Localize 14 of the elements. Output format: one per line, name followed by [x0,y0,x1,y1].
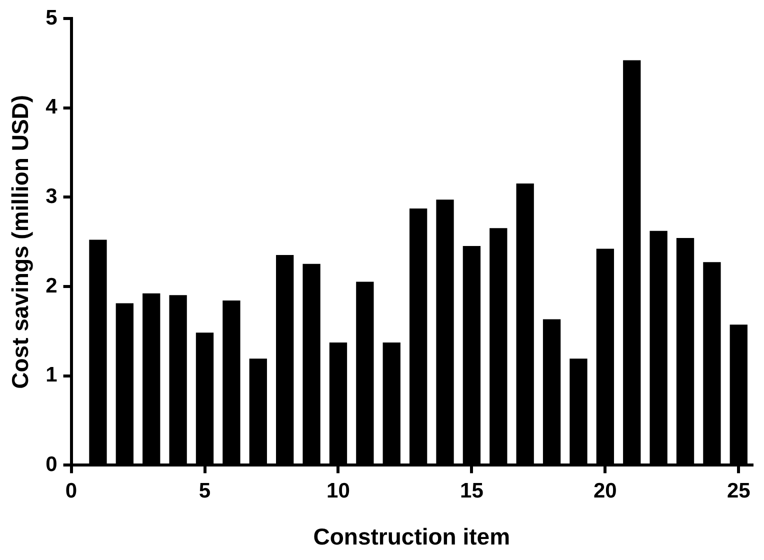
x-tick-label: 5 [198,480,211,503]
y-tick-label: 3 [46,185,58,208]
y-tick-label: 0 [46,452,58,476]
y-tick-label: 4 [46,96,58,119]
y-tick-label: 5 [46,6,58,30]
x-tick-label: 0 [65,480,78,503]
x-axis-title: Construction item [313,524,510,550]
x-tick-label: 20 [594,480,617,503]
y-tick-label: 1 [46,364,58,387]
x-tick-label: 15 [460,480,484,503]
x-tick-label: 10 [326,480,350,503]
x-tick-label: 25 [726,480,751,503]
y-axis-title: Cost savings (million USD) [7,94,34,389]
y-tick-label: 2 [46,274,58,298]
